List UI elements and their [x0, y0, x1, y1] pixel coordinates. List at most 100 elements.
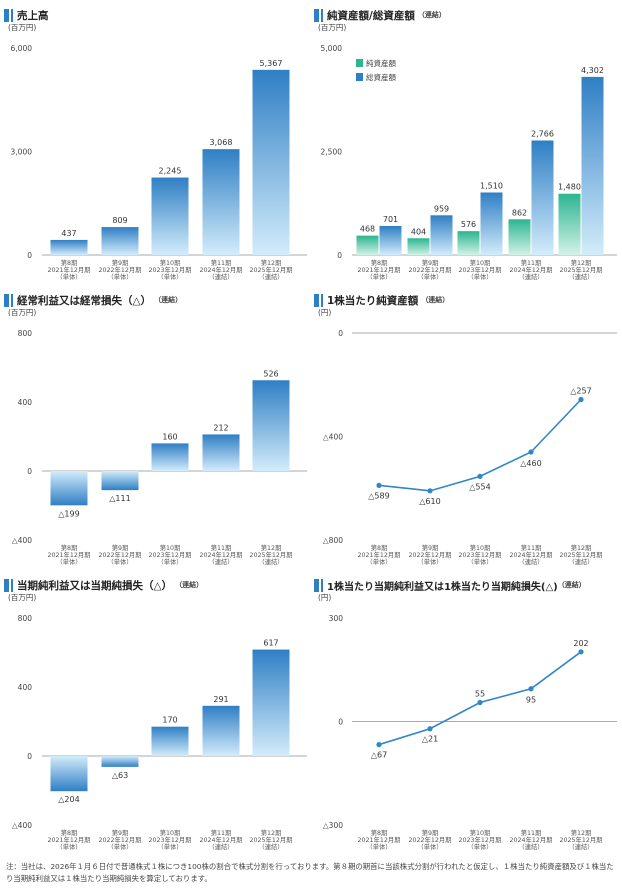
y-tick-label: 2,500 — [321, 148, 343, 157]
chart-subtitle: （連結） — [421, 296, 450, 304]
x-tick-label: （単体） — [107, 842, 132, 851]
y-tick-label: △800 — [323, 536, 343, 545]
x-tick-label: （単体） — [417, 557, 442, 566]
x-tick-label: 2022年12月期 — [99, 835, 142, 844]
unit-label: (円) — [318, 308, 332, 317]
y-tick-label: 0 — [338, 718, 343, 727]
bar — [252, 69, 290, 255]
x-tick-label: 2023年12月期 — [459, 265, 502, 274]
data-label: △589 — [368, 491, 389, 500]
x-tick-label: 2025年12月期 — [560, 550, 603, 559]
bar — [50, 471, 88, 506]
title-marker-icon — [4, 8, 9, 22]
y-tick-label: 0 — [27, 752, 32, 761]
x-tick-label: 第8期 — [61, 828, 78, 837]
x-tick-label: 第10期 — [470, 258, 491, 267]
data-point — [427, 726, 433, 732]
x-tick-label: 2025年12月期 — [250, 265, 293, 274]
data-label: 617 — [263, 639, 278, 648]
chart-title: 1株当たり純資産額 — [327, 294, 419, 307]
data-label: 959 — [434, 204, 449, 213]
x-tick-label: 第8期 — [61, 258, 78, 267]
x-tick-label: （連結） — [208, 557, 233, 566]
x-tick-label: 2025年12月期 — [250, 835, 293, 844]
x-tick-label: （単体） — [366, 557, 391, 566]
x-tick-label: 第9期 — [112, 543, 129, 552]
data-label: △204 — [58, 795, 79, 804]
chart-title-row: 純資産額/総資産額 （連結） — [314, 8, 446, 22]
x-tick-label: 第8期 — [61, 543, 78, 552]
unit-label: (百万円) — [8, 593, 37, 602]
legend-swatch — [356, 59, 363, 67]
eps-chart: △3000300第8期2021年12月期（単体）第9期2022年12月期（単体）… — [323, 614, 617, 851]
title-marker-icon — [321, 293, 323, 307]
data-point — [528, 686, 534, 692]
x-tick-label: （単体） — [157, 842, 182, 851]
data-point — [376, 742, 382, 748]
sales-chart: 03,0006,000第8期2021年12月期（単体）第9期2022年12月期（… — [11, 44, 307, 281]
data-label: △199 — [58, 509, 79, 518]
y-tick-label: 300 — [329, 614, 344, 623]
x-tick-label: 第9期 — [112, 258, 129, 267]
x-tick-label: 2022年12月期 — [99, 265, 142, 274]
y-tick-label: 3,000 — [11, 148, 33, 157]
x-tick-label: （連結） — [518, 842, 543, 851]
data-point — [477, 473, 483, 479]
net-income-chart: △4000400800第8期2021年12月期（単体）第9期2022年12月期（… — [12, 614, 307, 851]
x-tick-label: 2024年12月期 — [510, 265, 553, 274]
y-tick-label: 0 — [27, 251, 32, 260]
data-point — [477, 699, 483, 706]
bar — [252, 649, 290, 756]
bar — [430, 215, 453, 255]
bar — [457, 231, 480, 255]
data-label: 55 — [475, 690, 485, 699]
chart-title-row: 当期純利益又は当期純損失（△） （連結） — [4, 578, 203, 592]
bar — [356, 235, 379, 255]
x-tick-label: 2022年12月期 — [409, 835, 452, 844]
legend-label: 純資産額 — [366, 58, 396, 68]
x-tick-label: （単体） — [467, 272, 492, 281]
x-tick-label: （単体） — [107, 557, 132, 566]
bar — [202, 149, 240, 255]
x-tick-label: 2023年12月期 — [459, 550, 502, 559]
x-tick-label: 第8期 — [371, 258, 388, 267]
y-tick-label: 0 — [27, 467, 32, 476]
x-tick-label: 2021年12月期 — [48, 550, 91, 559]
x-tick-label: （連結） — [518, 557, 543, 566]
x-tick-label: （単体） — [366, 842, 391, 851]
chart-title: 1株当たり当期純利益又は1株当たり当期純損失(△) — [327, 581, 558, 593]
x-tick-label: 2021年12月期 — [358, 835, 401, 844]
x-tick-label: 第12期 — [571, 258, 592, 267]
title-marker-icon — [321, 8, 323, 22]
x-tick-label: 2023年12月期 — [149, 835, 192, 844]
y-tick-label: △400 — [12, 536, 32, 545]
x-tick-label: （単体） — [467, 842, 492, 851]
x-tick-label: 2025年12月期 — [250, 550, 293, 559]
chart-title-row: 売上高 — [4, 8, 52, 22]
title-marker-icon — [11, 578, 13, 592]
data-point — [376, 482, 382, 489]
assets-chart: 02,5005,000第8期2021年12月期（単体）第9期2022年12月期（… — [321, 44, 617, 281]
x-tick-label: 第9期 — [422, 828, 439, 837]
title-marker-icon — [314, 578, 319, 592]
y-tick-label: 400 — [18, 683, 33, 692]
x-tick-label: 2021年12月期 — [358, 550, 401, 559]
x-tick-label: 第8期 — [371, 828, 388, 837]
footnote: 注：当社は、2026年１月６日付で普通株式１株につき100株の割合で株式分割を行… — [6, 862, 614, 883]
unit-label: (円) — [318, 593, 332, 602]
data-label: △460 — [520, 459, 541, 468]
bar — [531, 140, 554, 255]
x-tick-label: 2024年12月期 — [200, 265, 243, 274]
x-tick-label: 第11期 — [211, 258, 232, 267]
unit-label: (百万円) — [318, 23, 347, 32]
x-tick-label: 2024年12月期 — [510, 835, 553, 844]
x-tick-label: 第11期 — [211, 543, 232, 552]
y-tick-label: 0 — [337, 251, 342, 260]
x-tick-label: 2021年12月期 — [358, 265, 401, 274]
bar — [480, 192, 503, 255]
unit-label: (百万円) — [8, 23, 37, 32]
x-tick-label: （単体） — [417, 272, 442, 281]
data-point — [427, 488, 433, 494]
y-tick-label: 6,000 — [11, 44, 33, 53]
bar — [508, 219, 531, 255]
